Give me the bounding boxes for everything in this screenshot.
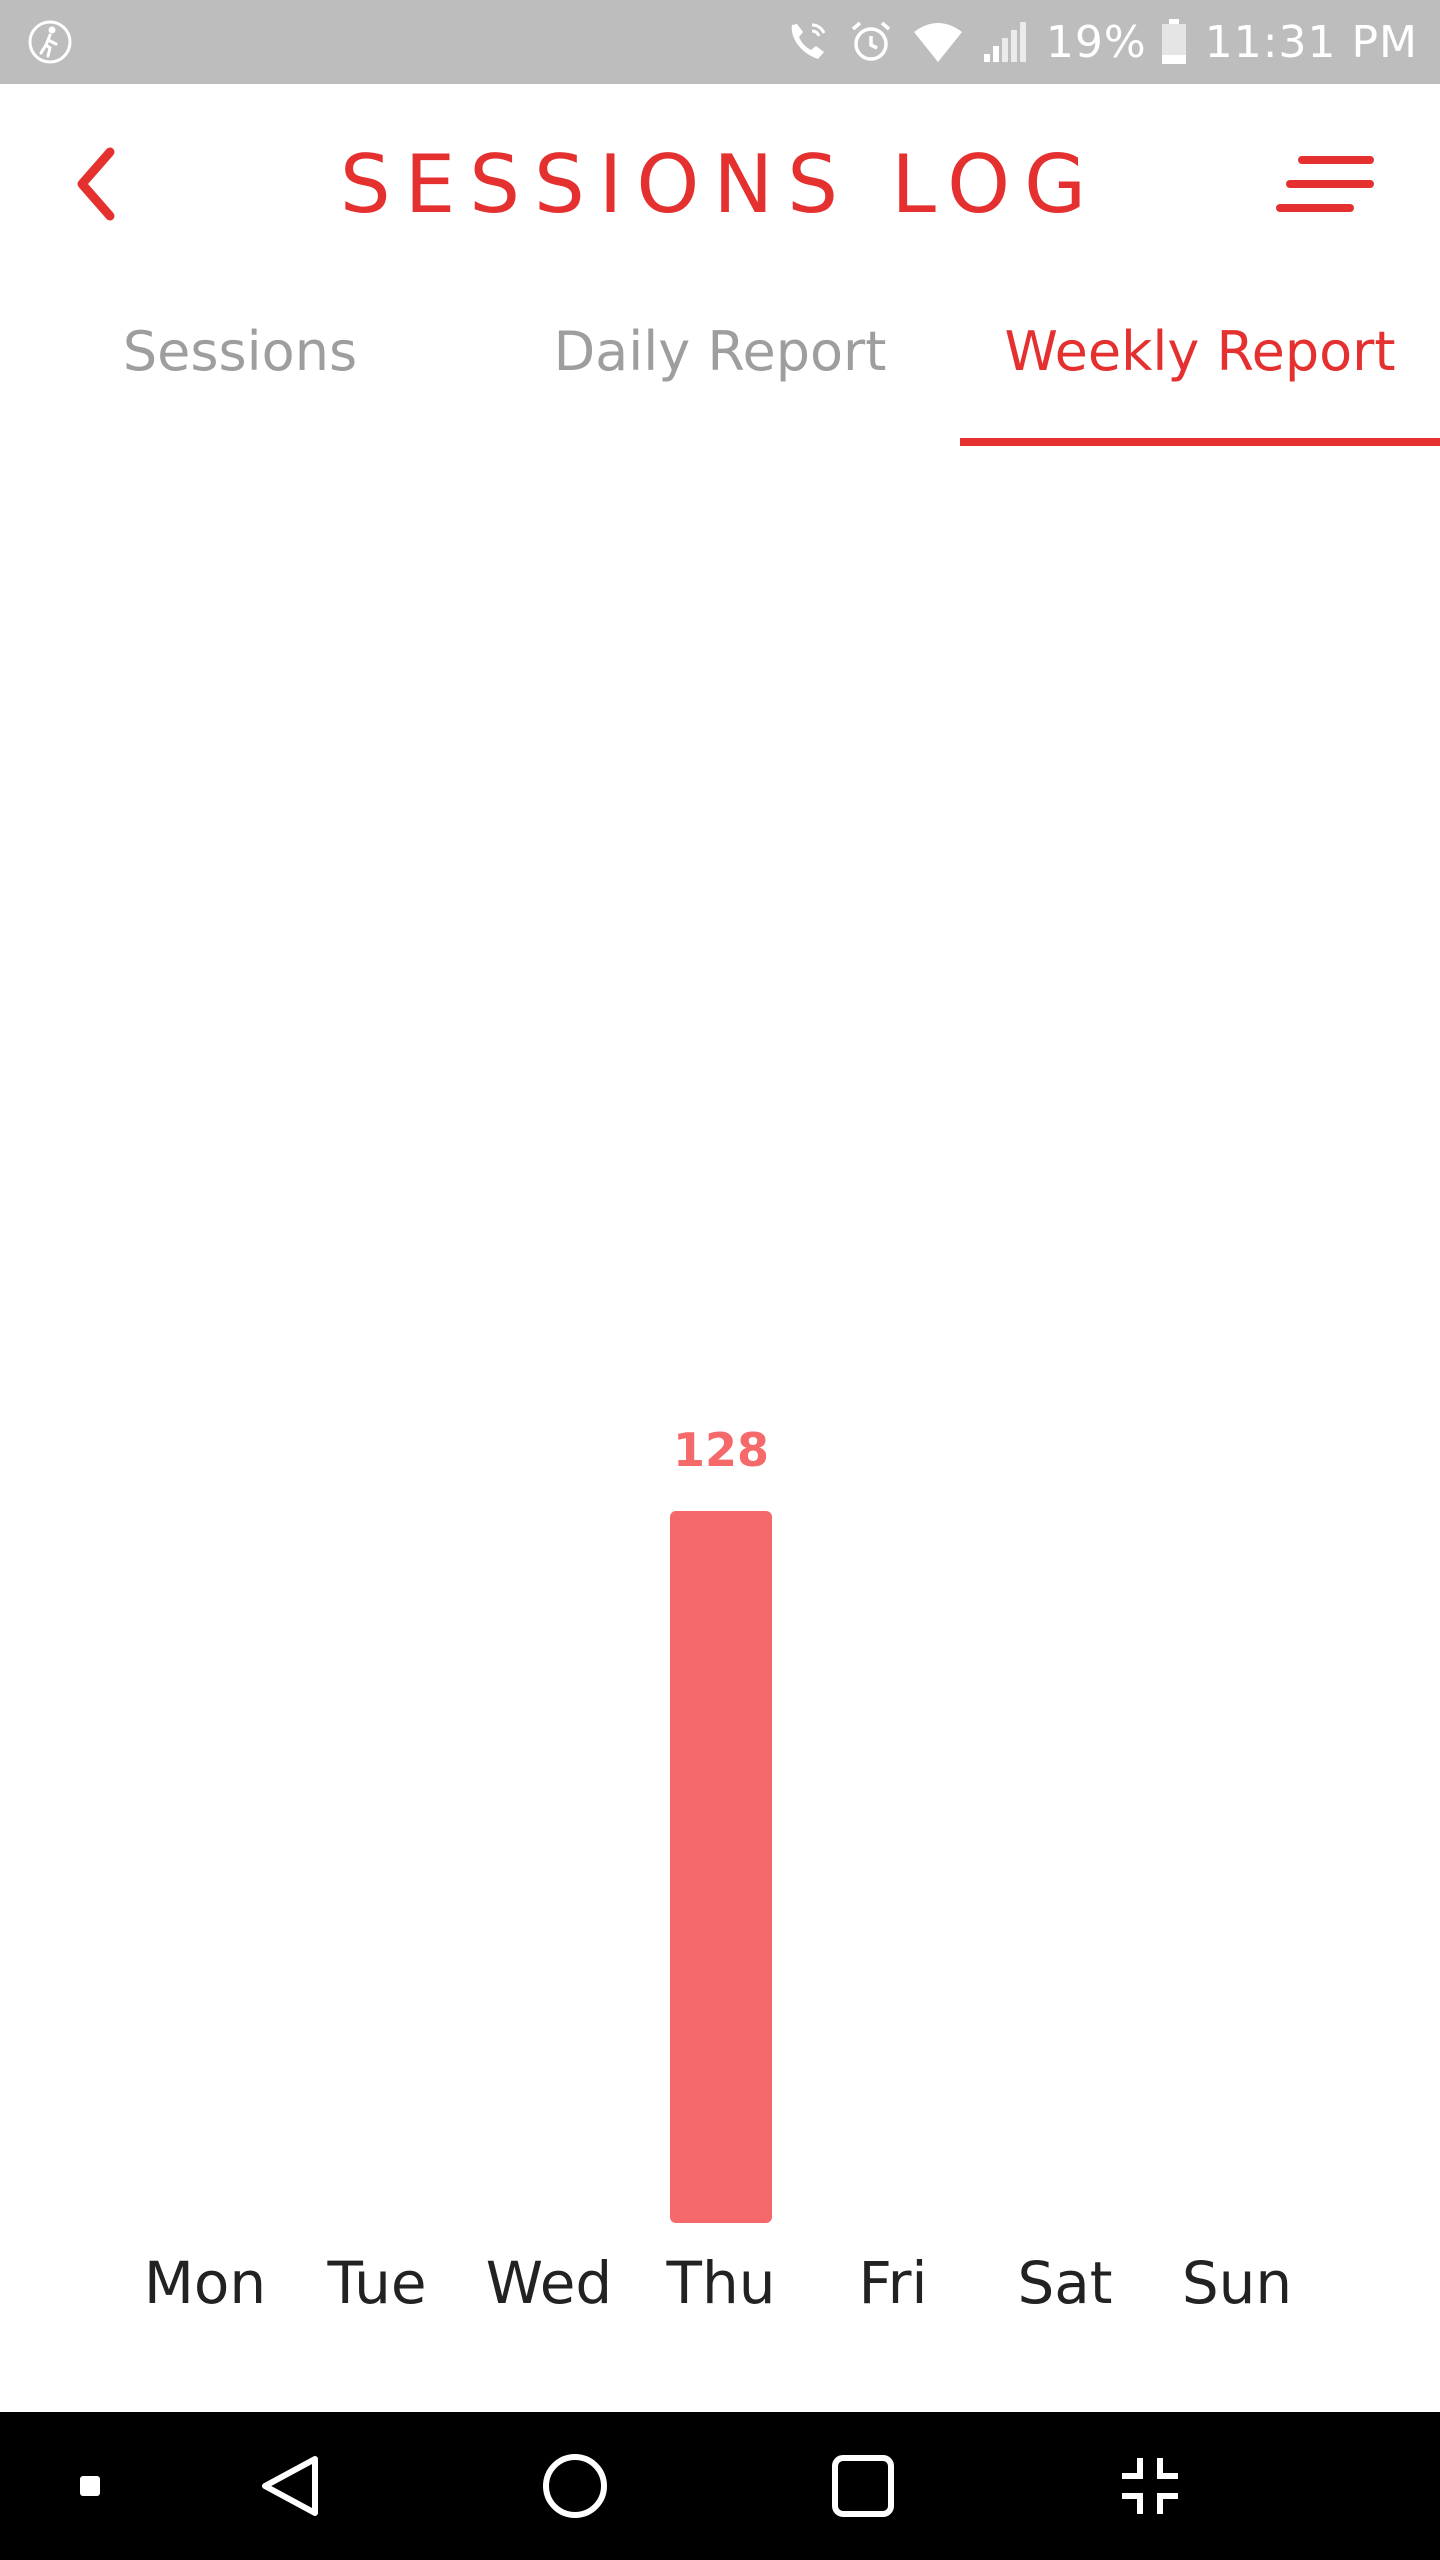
menu-button[interactable] xyxy=(1274,152,1378,216)
page-title: SESSIONS LOG xyxy=(339,138,1101,231)
collapse-icon[interactable] xyxy=(1090,2412,1210,2560)
day-label-sat: Sat xyxy=(1017,2249,1112,2317)
day-label-tue: Tue xyxy=(326,2249,426,2317)
chevron-left-icon xyxy=(77,147,115,221)
day-label-thu: Thu xyxy=(666,2249,776,2317)
value-label-thu: 128 xyxy=(673,1423,769,1477)
report-tabs: Sessions Daily Report Weekly Report xyxy=(0,300,1440,448)
wifi-icon xyxy=(913,23,962,62)
tab-weekly-report[interactable]: Weekly Report xyxy=(1004,320,1396,383)
status-bar: 19% 11:31 PM xyxy=(0,0,1440,84)
day-label-sun: Sun xyxy=(1182,2249,1292,2317)
square-dot-icon[interactable] xyxy=(40,2412,140,2560)
battery-icon xyxy=(1161,19,1186,64)
battery-percent: 19% xyxy=(1045,16,1147,68)
tab-daily-report[interactable]: Daily Report xyxy=(553,320,887,383)
accessibility-walk-icon xyxy=(28,20,72,64)
system-nav-bar xyxy=(0,2412,1440,2560)
day-label-fri: Fri xyxy=(858,2249,927,2317)
active-tab-indicator xyxy=(960,438,1440,446)
alarm-icon xyxy=(851,21,891,61)
day-label-wed: Wed xyxy=(486,2249,612,2317)
bar-thu xyxy=(670,1511,772,2223)
menu-icon xyxy=(1276,156,1374,212)
day-label-mon: Mon xyxy=(144,2249,266,2317)
back-triangle-icon[interactable] xyxy=(230,2412,350,2560)
signal-icon xyxy=(983,22,1026,62)
tab-sessions[interactable]: Sessions xyxy=(122,320,358,383)
recents-square-icon[interactable] xyxy=(803,2412,923,2560)
status-time: 11:31 PM xyxy=(1204,16,1418,68)
weekly-bar-chart: Mon Tue Wed 128 Thu Fri Sat Sun xyxy=(144,1423,1292,2317)
status-icons: 19% 11:31 PM xyxy=(784,0,1418,84)
home-circle-icon[interactable] xyxy=(515,2412,635,2560)
wifi-call-icon xyxy=(791,23,826,59)
app-header: SESSIONS LOG xyxy=(0,84,1440,284)
back-button[interactable] xyxy=(58,144,138,224)
